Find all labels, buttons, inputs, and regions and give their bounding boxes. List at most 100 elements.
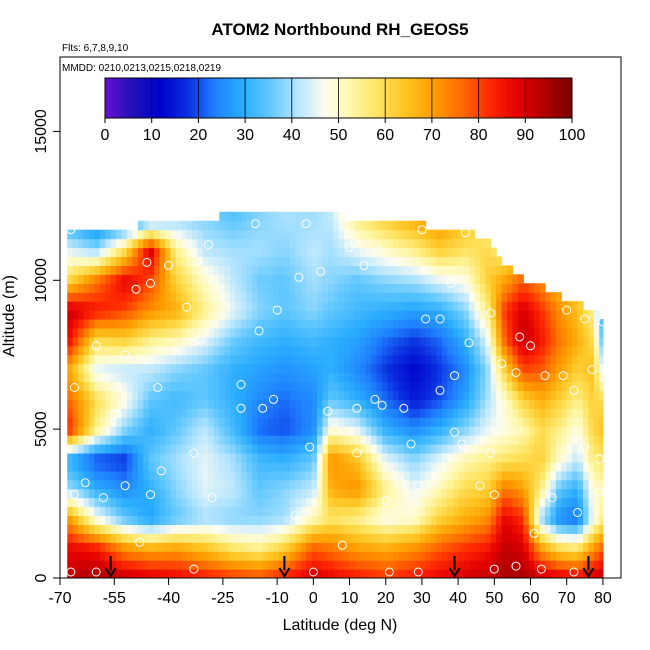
heatmap-cell (170, 381, 177, 392)
heatmap-cell (213, 363, 220, 374)
heatmap-cell (224, 479, 231, 490)
colorbar-swatch (505, 78, 510, 118)
heatmap-cell (159, 497, 166, 508)
heatmap-cell (577, 569, 584, 578)
colorbar-swatch (271, 78, 276, 118)
heatmap-cell (506, 444, 514, 454)
heatmap-cell (501, 372, 508, 383)
heatmap-cell (78, 256, 85, 266)
heatmap-cell (376, 452, 383, 463)
heatmap-cell (588, 345, 595, 356)
heatmap-cell (420, 372, 427, 383)
heatmap-cell (327, 363, 334, 374)
heatmap-cell (354, 515, 362, 526)
colorbar-swatch (501, 78, 506, 118)
heatmap-cell (452, 256, 459, 266)
heatmap-cell (311, 399, 318, 409)
heatmap-cell (181, 417, 188, 427)
heatmap-cell (599, 551, 604, 561)
heatmap-cell (430, 274, 438, 284)
heatmap-cell (392, 435, 400, 445)
heatmap-cell (88, 283, 95, 293)
heatmap-cell (240, 363, 247, 374)
heatmap-cell (186, 444, 193, 454)
heatmap-cell (382, 354, 389, 365)
colorbar-swatch (425, 78, 430, 118)
heatmap-cell (268, 292, 275, 302)
heatmap-cell (349, 399, 356, 409)
heatmap-cell (116, 533, 123, 543)
heatmap-cell (349, 372, 356, 383)
heatmap-cell (501, 399, 508, 409)
heatmap-cell (105, 470, 112, 481)
heatmap-cell (94, 515, 101, 526)
heatmap-cell (154, 497, 161, 508)
heatmap-cell (154, 381, 161, 392)
heatmap-cell (224, 211, 231, 222)
heatmap-cell (300, 381, 307, 392)
heatmap-cell (94, 292, 101, 302)
heatmap-cell (360, 506, 367, 517)
heatmap-cell (425, 310, 432, 320)
heatmap-cell (88, 426, 95, 436)
heatmap-cell (512, 488, 519, 499)
heatmap-cell (474, 426, 481, 436)
colorbar-swatch (331, 78, 336, 118)
heatmap-cell (344, 452, 351, 463)
heatmap-cell (154, 470, 161, 481)
heatmap-cell (154, 461, 161, 472)
heatmap-cell (99, 479, 106, 490)
heatmap-cell (468, 551, 476, 561)
heatmap-cell (420, 488, 427, 499)
heatmap-cell (219, 444, 226, 454)
heatmap-cell (246, 551, 253, 561)
heatmap-cell (262, 435, 269, 445)
heatmap-cell (78, 318, 85, 329)
heatmap-cell (224, 229, 231, 240)
colorbar-swatch (325, 78, 329, 118)
heatmap-cell (251, 372, 258, 383)
colorbar-swatch (108, 78, 113, 118)
heatmap-cell (344, 390, 351, 400)
heatmap-cell (436, 533, 443, 543)
heatmap-cell (295, 533, 302, 543)
heatmap-cell (349, 310, 356, 320)
heatmap-cell (599, 444, 604, 454)
heatmap-cell (365, 426, 372, 436)
heatmap-cell (577, 515, 584, 526)
heatmap-cell (159, 426, 166, 436)
heatmap-cell (143, 229, 150, 240)
heatmap-cell (197, 318, 204, 329)
heatmap-cell (268, 524, 275, 534)
heatmap-cell (268, 274, 275, 284)
heatmap-cell (403, 444, 410, 454)
colorbar-swatch (428, 78, 433, 118)
heatmap-cell (268, 470, 275, 481)
heatmap-cell (371, 292, 378, 302)
heatmap-cell (273, 354, 280, 365)
heatmap-cell (382, 452, 389, 463)
heatmap-cell (83, 515, 90, 526)
sample-point (580, 314, 590, 324)
heatmap-cell (143, 506, 150, 517)
sample-point (450, 427, 459, 437)
heatmap-cell (72, 381, 79, 392)
heatmap-cell (452, 327, 459, 338)
heatmap-cell (365, 238, 372, 249)
heatmap-cell (463, 229, 470, 240)
heatmap-cell (78, 327, 85, 338)
heatmap-cell (463, 238, 470, 249)
heatmap-cell (273, 274, 280, 284)
heatmap-cell (278, 372, 285, 383)
heatmap-cell (550, 372, 557, 383)
heatmap-cell (593, 408, 600, 418)
heatmap-cell (262, 381, 269, 392)
heatmap-cell (306, 435, 313, 445)
heatmap-cell (501, 452, 508, 463)
heatmap-cell (208, 354, 215, 365)
heatmap-cell (539, 569, 546, 578)
heatmap-cell (230, 470, 237, 481)
heatmap-cell (202, 497, 209, 508)
heatmap-cell (186, 533, 193, 543)
